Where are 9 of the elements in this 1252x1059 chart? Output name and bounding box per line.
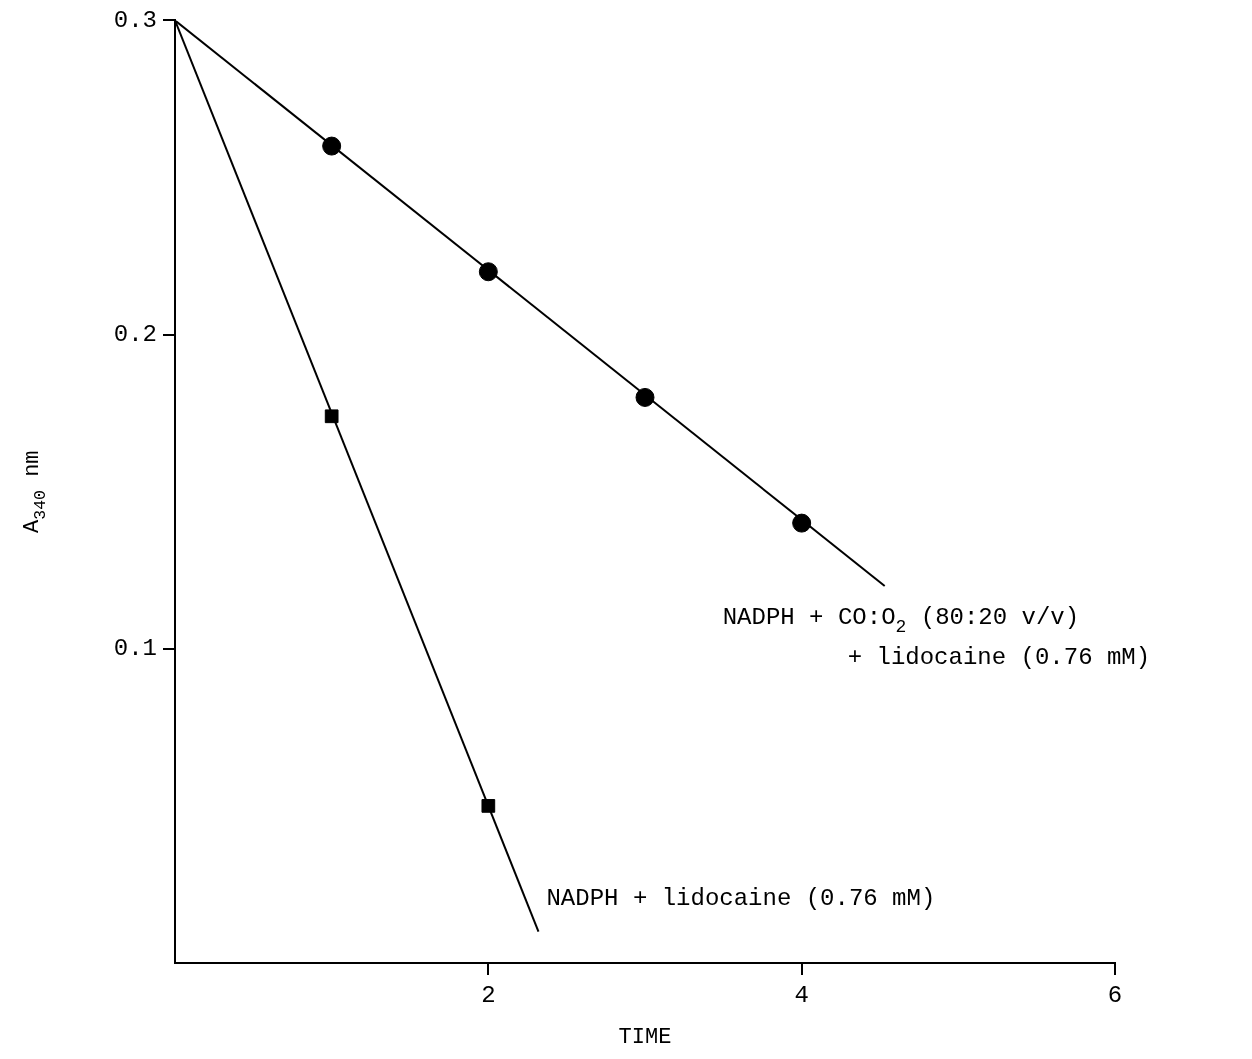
y-tick-label: 0.3 (113, 6, 157, 34)
x-tick-label: 4 (794, 981, 809, 1009)
y-tick-label: 0.2 (113, 320, 157, 348)
series-label: NADPH + lidocaine (0.76 mM) (546, 884, 936, 912)
x-tick-label: 6 (1107, 981, 1123, 1009)
x-tick-label: 2 (481, 981, 496, 1009)
x-axis-title: TIME (618, 1024, 672, 1050)
y-tick-label: 0.1 (113, 635, 157, 663)
y-axis-title: A340 nm (19, 450, 51, 533)
